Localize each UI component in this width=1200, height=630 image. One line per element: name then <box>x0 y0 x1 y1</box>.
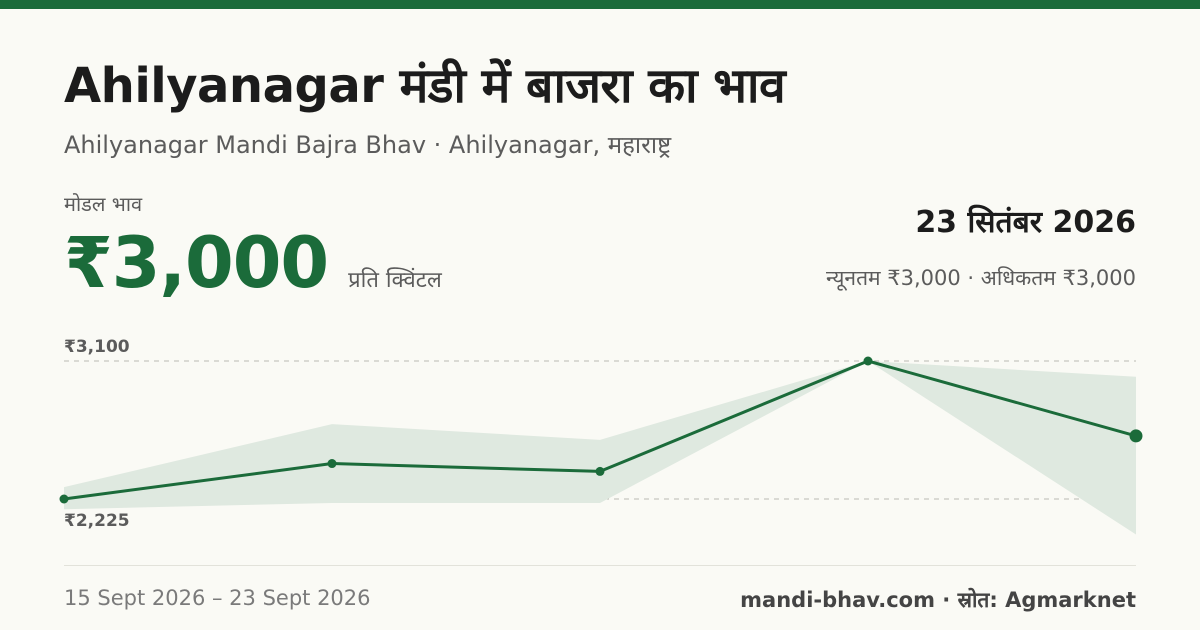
footer-divider <box>64 565 1136 566</box>
chart-points <box>59 356 1143 504</box>
chart-range-band <box>64 361 1136 535</box>
modal-price-row: ₹3,000 प्रति क्विंटल <box>64 222 442 304</box>
range-band <box>64 361 1136 535</box>
source-credit: mandi-bhav.com · स्रोत: Agmarknet <box>740 588 1136 612</box>
min-max-price: न्यूनतम ₹3,000 · अधिकतम ₹3,000 <box>826 266 1136 290</box>
chart-tick-labels: ₹3,100 ₹2,225 <box>64 337 130 531</box>
price-unit: प्रति क्विंटल <box>348 268 442 293</box>
chart-gridlines <box>64 360 1136 500</box>
data-point-3 <box>863 356 873 366</box>
top-accent-bar <box>0 0 1200 9</box>
y-tick-label-0: ₹3,100 <box>64 337 130 357</box>
price-date: 23 सितंबर 2026 <box>915 205 1136 240</box>
page-subtitle: Ahilyanagar Mandi Bajra Bhav · Ahilyanag… <box>64 131 672 159</box>
y-tick-label-1: ₹2,225 <box>64 511 130 531</box>
data-point-0 <box>59 494 69 504</box>
date-range: 15 Sept 2026 – 23 Sept 2026 <box>64 586 371 610</box>
modal-price-value: ₹3,000 <box>64 222 329 304</box>
data-point-2 <box>595 466 605 476</box>
data-point-4 <box>1129 429 1143 443</box>
modal-price-label: मोडल भाव <box>64 192 143 216</box>
data-point-1 <box>327 459 337 469</box>
page-title: Ahilyanagar मंडी में बाजरा का भाव <box>64 58 786 114</box>
